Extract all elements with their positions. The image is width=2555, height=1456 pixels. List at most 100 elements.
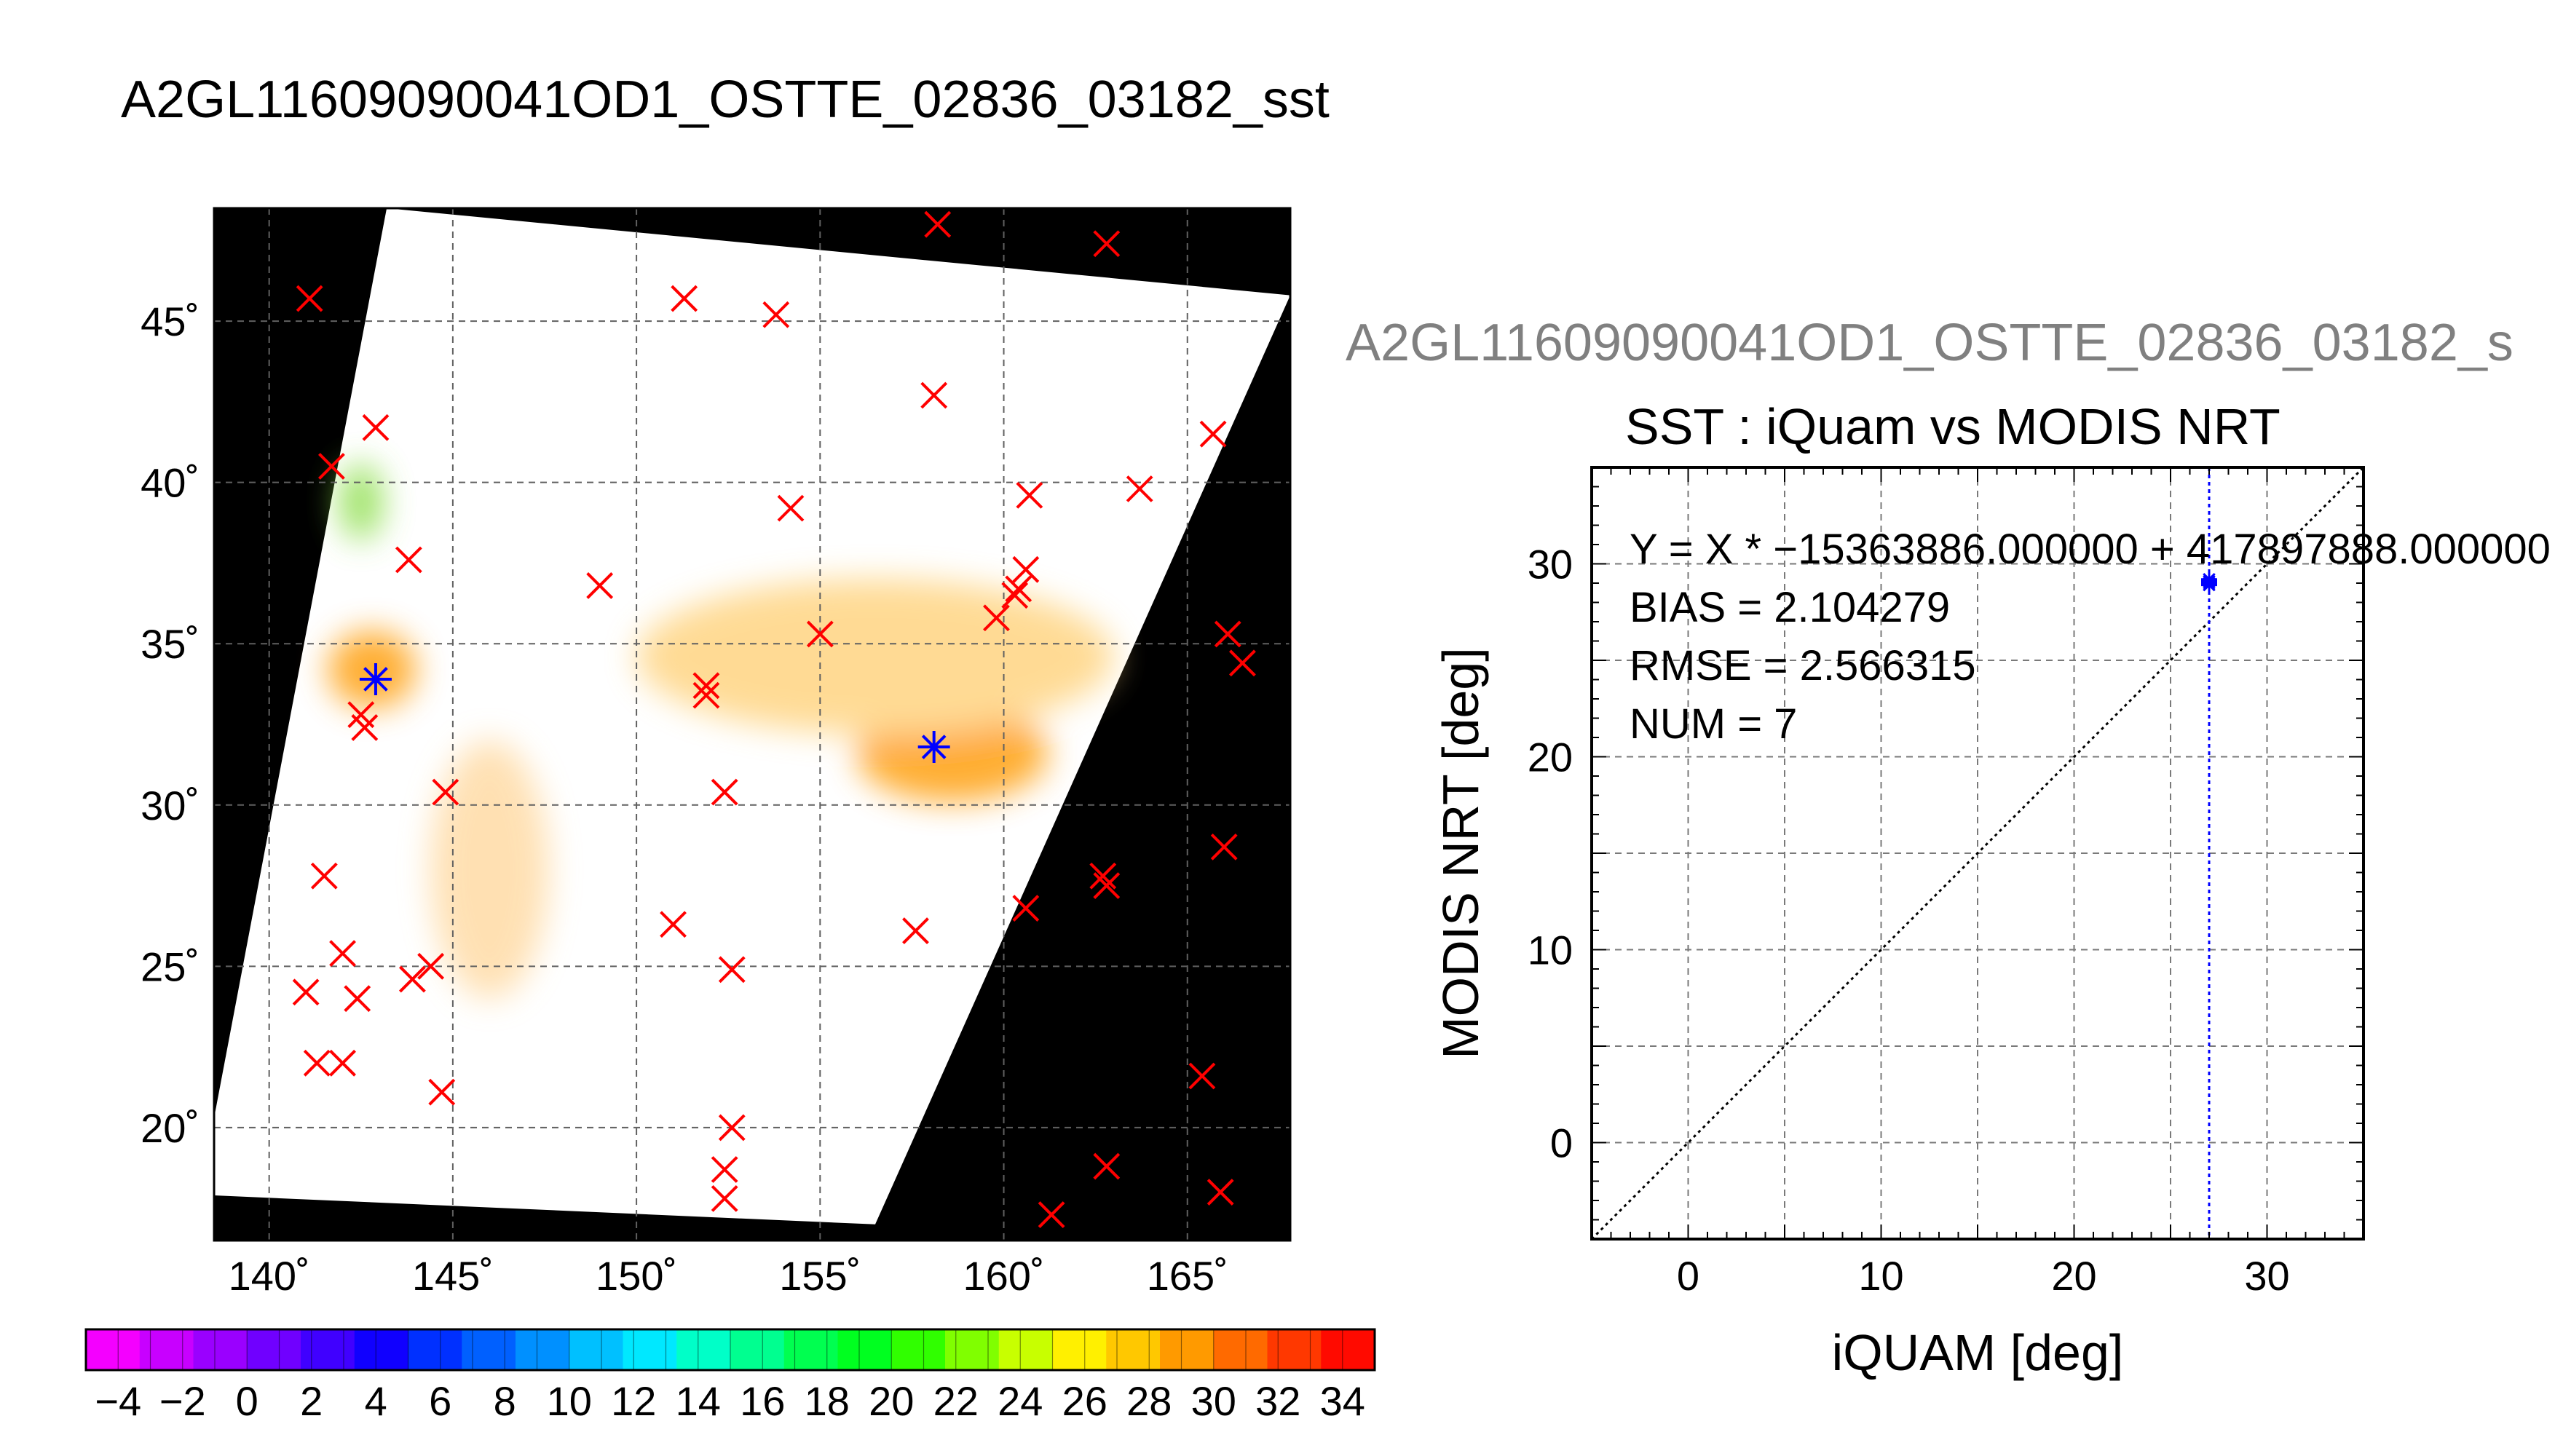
iquam-x-stroke (1012, 555, 1040, 583)
colorbar-segment (676, 1329, 731, 1370)
iquam-x-stroke (344, 985, 371, 1013)
colorbar-segment (1052, 1329, 1107, 1370)
scatter-stats-num: NUM = 7 (1630, 700, 1797, 748)
scatter-stats-fit: Y = X * −15363886.000000 + 417897888.000… (1630, 526, 2551, 573)
colorbar-segment (1267, 1329, 1322, 1370)
scatter-tick-labels: 0 10 20 30 0 10 20 30 (1528, 542, 2290, 1299)
iquam-x-stroke (1093, 230, 1121, 258)
iquam-x-stroke (428, 1078, 456, 1106)
colorbar-tick-label: 18 (805, 1378, 850, 1424)
iquam-x-stroke (296, 285, 323, 312)
iquam-x-marker (711, 1156, 738, 1183)
colorbar-tick-label: 34 (1320, 1378, 1365, 1424)
iquam-x-stroke (432, 778, 459, 806)
iquam-x-marker (806, 620, 834, 648)
iquam-x-stroke (902, 917, 929, 945)
scatter-x-tick-label: 10 (1858, 1253, 1903, 1299)
iquam-x-stroke (777, 494, 805, 522)
iquam-x-stroke (983, 604, 1010, 632)
iquam-x-marker (362, 414, 390, 441)
colorbar-segment (139, 1329, 194, 1370)
colorbar-segment (86, 1329, 141, 1370)
iquam-x-marker (1207, 1179, 1234, 1206)
iquam-markers (292, 210, 1256, 1228)
iquam-x-stroke (347, 701, 375, 729)
iquam-x-marker (1210, 833, 1238, 860)
iquam-x-marker (1005, 575, 1032, 603)
map-lon-tick-label: 155˚ (779, 1253, 861, 1299)
iquam-x-marker (1188, 1062, 1216, 1090)
map-frame (213, 207, 1292, 1242)
iquam-x-stroke (1214, 620, 1241, 648)
colorbar-segment (1106, 1329, 1161, 1370)
map-lat-tick-label: 45˚ (141, 298, 200, 344)
colorbar-segment (301, 1329, 355, 1370)
colorbar-segment (1160, 1329, 1215, 1370)
scatter-x-tick-label: 20 (2051, 1253, 2096, 1299)
iquam-x-marker (711, 1184, 738, 1212)
colorbar (86, 1329, 1375, 1370)
colorbar-tick-label: 12 (611, 1378, 656, 1424)
colorbar-tick-label: 22 (933, 1378, 979, 1424)
map-tick-labels: 140˚ 145˚ 150˚ 155˚ 160˚ 165˚ 20˚ 25˚ 30˚ 35˚ 40˚ 4… (141, 298, 1228, 1299)
iquam-x-stroke (1038, 1201, 1065, 1228)
colorbar-segment (998, 1329, 1054, 1370)
iquam-x-marker (711, 778, 738, 806)
iquam-x-stroke (1016, 481, 1043, 509)
iquam-x-stroke (671, 285, 698, 312)
iquam-x-stroke (660, 911, 687, 938)
scatter-point (2201, 577, 2217, 593)
scatter-x-tick-label: 30 (2244, 1253, 2289, 1299)
iquam-x-marker (1093, 1152, 1121, 1180)
iquam-x-marker (344, 985, 371, 1013)
colorbar-tick-label: 20 (869, 1378, 914, 1424)
iquam-x-stroke (1229, 649, 1256, 677)
colorbar-segment (1321, 1329, 1375, 1370)
iquam-x-stroke (1199, 420, 1227, 448)
iquam-x-stroke (292, 978, 320, 1006)
iquam-x-marker (296, 285, 323, 312)
iquam-x-marker (1001, 582, 1029, 609)
colorbar-tick-label: 4 (365, 1378, 387, 1424)
iquam-x-marker (1089, 862, 1117, 890)
iquam-x-marker (924, 210, 952, 238)
scatter-y-axis-label: MODIS NRT [deg] (1432, 647, 1489, 1059)
scatter-points (2201, 571, 2217, 593)
iquam-x-marker (692, 672, 720, 700)
iquam-x-stroke (806, 620, 834, 648)
iquam-x-stroke (303, 1049, 331, 1077)
colorbar-tick-labels: −4 −2 0 2 4 6 8 10 12 14 16 18 20 22 24 26 28 30 32 34 (95, 1378, 1365, 1424)
map-lat-tick-label: 25˚ (141, 943, 200, 989)
iquam-x-marker (1126, 475, 1153, 502)
colorbar-tick-label: 10 (547, 1378, 592, 1424)
iquam-x-marker (902, 917, 929, 945)
iquam-x-marker (303, 1049, 331, 1077)
iquam-x-stroke (362, 414, 390, 441)
iquam-x-stroke (718, 1114, 746, 1142)
scatter-x-axis-label: iQUAM [deg] (1832, 1324, 2124, 1381)
colorbar-tick-label: 8 (494, 1378, 516, 1424)
map-title: A2GL11609090041OD1_OSTTE_02836_03182_sst (121, 71, 1330, 129)
iquam-x-stroke (318, 453, 345, 480)
colorbar-segment (730, 1329, 785, 1370)
iquam-x-stroke (1012, 895, 1040, 922)
iquam-x-stroke (1188, 1062, 1216, 1090)
colorbar-tick-label: 0 (236, 1378, 258, 1424)
colorbar-segment (462, 1329, 516, 1370)
iquam-x-marker (1012, 895, 1040, 922)
colorbar-segment (1213, 1329, 1268, 1370)
iquam-x-stroke (310, 862, 338, 890)
iquam-x-stroke (395, 546, 422, 574)
iquam-x-marker (762, 301, 790, 328)
colorbar-segment (408, 1329, 462, 1370)
scatter-filename-label: A2GL11609090041OD1_OSTTE_02836_03182_s (1346, 314, 2513, 372)
colorbar-tick-label: 6 (429, 1378, 451, 1424)
iquam-x-marker (1016, 481, 1043, 509)
iquam-x-stroke (711, 1184, 738, 1212)
scatter-minor-ticks (1591, 467, 2364, 1240)
colorbar-tick-label: 32 (1255, 1378, 1300, 1424)
scatter-title: SST : iQuam vs MODIS NRT (1625, 398, 2280, 455)
iquam-x-stroke (924, 210, 952, 238)
iquam-x-stroke (1093, 1152, 1121, 1180)
iquam-x-stroke (711, 1156, 738, 1183)
